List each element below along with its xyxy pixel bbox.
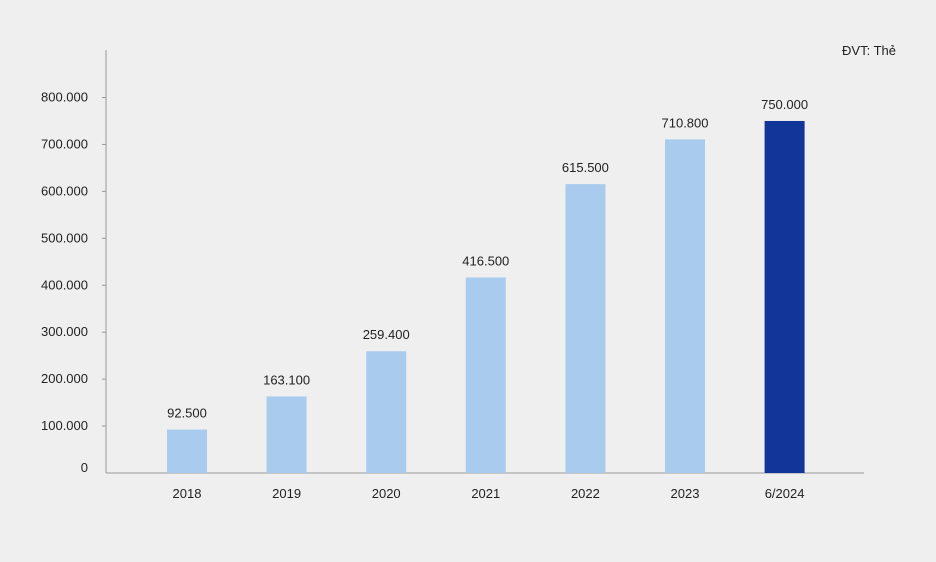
data-label: 750.000	[761, 97, 808, 112]
bars-group: 92.500 163.100 259.400 416.500 615.500 710.80…	[167, 97, 808, 474]
y-tick-label: 800.000	[41, 90, 88, 105]
x-tick-label: 2020	[372, 486, 401, 501]
x-tick-label: 2023	[671, 486, 700, 501]
data-label: 416.500	[462, 254, 509, 269]
x-tick-label: 2022	[571, 486, 600, 501]
bar-2021	[465, 277, 506, 473]
bar-2022	[565, 184, 606, 474]
y-tick-label: 0	[81, 460, 88, 475]
y-tick-label: 100.000	[41, 418, 88, 433]
unit-label: ĐVT: Thẻ	[842, 43, 896, 58]
y-tick-label: 600.000	[41, 183, 88, 198]
x-axis-ticks: 2018 2019 2020 2021 2022 2023 6/2024	[173, 486, 805, 501]
bar-6-2024	[764, 120, 805, 473]
data-label: 259.400	[363, 327, 410, 342]
data-label: 92.500	[167, 406, 207, 421]
x-tick-label: 2018	[173, 486, 202, 501]
x-tick-label: 2019	[272, 486, 301, 501]
bar-2019	[266, 396, 307, 473]
y-tick-label: 700.000	[41, 136, 88, 151]
y-tick-label: 500.000	[41, 230, 88, 245]
y-tick-label: 300.000	[41, 324, 88, 339]
y-axis-ticks: 0 100.000 200.000 300.000 400.000 500.000 600.…	[41, 90, 106, 475]
data-label: 710.800	[662, 115, 709, 130]
x-tick-label: 2021	[471, 486, 500, 501]
bar-2018	[167, 429, 207, 473]
y-tick-label: 200.000	[41, 371, 88, 386]
data-label: 615.500	[562, 160, 609, 175]
x-tick-label: 6/2024	[765, 486, 805, 501]
bar-2020	[366, 351, 407, 473]
bar-2023	[665, 139, 705, 473]
data-label: 163.100	[263, 372, 310, 387]
y-tick-label: 400.000	[41, 277, 88, 292]
